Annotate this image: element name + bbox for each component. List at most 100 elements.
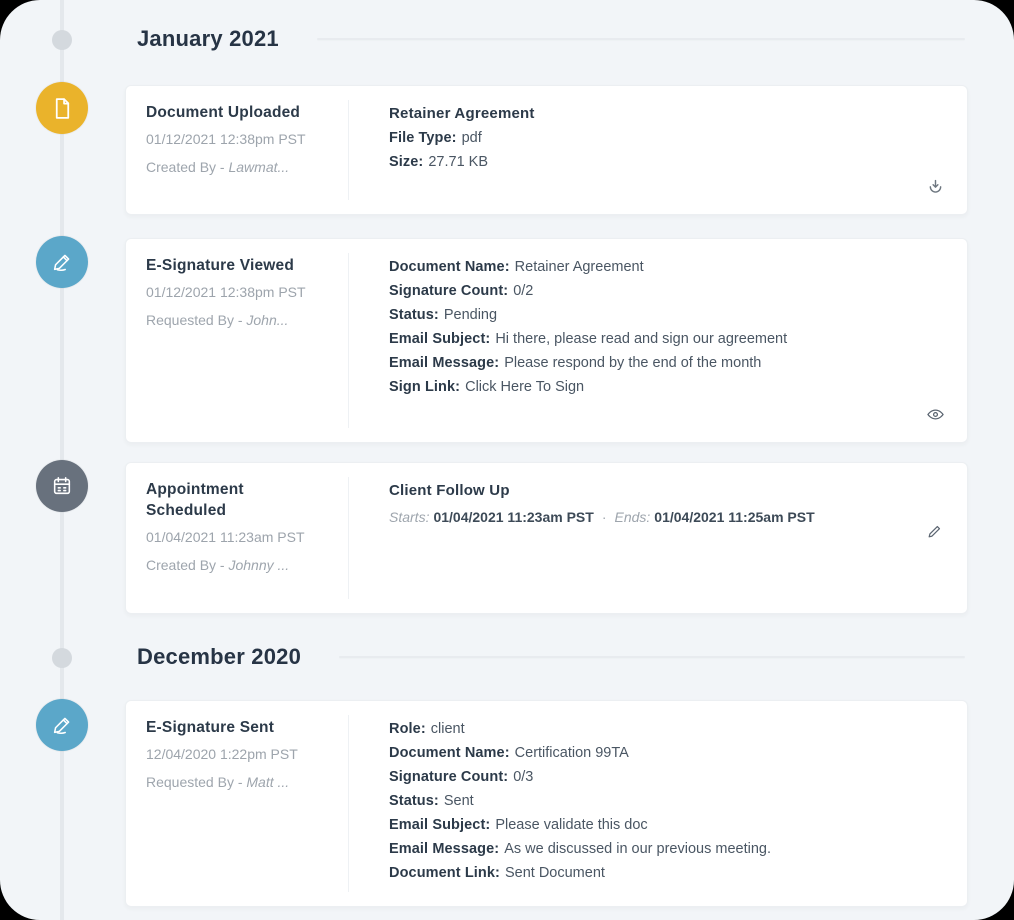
starts-value: 01/04/2021 11:23am PST — [433, 509, 594, 525]
detail-row: Role: client — [389, 717, 943, 741]
detail-value: 0/2 — [513, 283, 534, 299]
month-header-january: January 2021 — [137, 26, 965, 52]
starts-label: Starts: — [389, 509, 430, 525]
detail-row: Signature Count: 0/3 — [389, 765, 943, 789]
detail-row: Sign Link: Click Here To Sign — [389, 375, 943, 399]
detail-value: Certification 99TA — [514, 745, 629, 761]
detail-row: File Type: pdf — [389, 126, 943, 150]
detail-value: 0/3 — [513, 769, 534, 785]
detail-value: Retainer Agreement — [514, 259, 644, 275]
document-link[interactable]: Sent Document — [504, 865, 605, 881]
detail-row: Email Subject: Please validate this doc — [389, 813, 943, 837]
calendar-icon — [36, 460, 88, 512]
detail-value: pdf — [461, 130, 482, 146]
signature-icon — [36, 699, 88, 751]
detail-row: Email Subject: Hi there, please read and … — [389, 327, 943, 351]
appointment-title: Client Follow Up — [389, 482, 510, 499]
detail-label: Status: — [389, 307, 439, 323]
detail-label: Email Message: — [389, 841, 500, 857]
timeline-month-dot — [52, 30, 72, 50]
event-timestamp: 01/04/2021 11:23am PST — [146, 529, 305, 545]
event-card-esignature-viewed: E-Signature Viewed 01/12/2021 12:38pm PS… — [125, 238, 968, 443]
event-byline: Created By - Johnny ... — [146, 557, 328, 573]
event-byline: Requested By - Matt ... — [146, 774, 328, 790]
detail-row: Email Message: Please respond by the end … — [389, 351, 943, 375]
event-timestamp: 12/04/2020 1:22pm PST — [146, 746, 298, 762]
detail-row: Email Message: As we discussed in our pre… — [389, 837, 943, 861]
event-summary: Document Uploaded 01/12/2021 12:38pm PST… — [126, 86, 348, 214]
document-icon — [36, 82, 88, 134]
event-details: Retainer Agreement File Type: pdf Size: 27… — [349, 86, 967, 214]
event-summary: E-Signature Sent 12/04/2020 1:22pm PST R… — [126, 701, 348, 906]
byline-name: Lawmat... — [228, 159, 290, 175]
detail-label: Document Link: — [389, 865, 500, 881]
detail-row: Document Name: Certification 99TA — [389, 741, 943, 765]
month-divider-line — [316, 38, 965, 40]
detail-row: Signature Count: 0/2 — [389, 279, 943, 303]
month-title: January 2021 — [137, 26, 279, 51]
detail-row: Size: 27.71 KB — [389, 150, 943, 174]
event-summary: E-Signature Viewed 01/12/2021 12:38pm PS… — [126, 239, 348, 442]
event-byline: Created By - Lawmat... — [146, 159, 328, 175]
event-details: Client Follow Up Starts: 01/04/2021 11:23… — [349, 463, 967, 613]
detail-label: Size: — [389, 154, 424, 170]
card-column-divider — [348, 100, 349, 200]
event-summary: Appointment Scheduled 01/04/2021 11:23am… — [126, 463, 348, 613]
byline-name: Matt ... — [246, 774, 290, 790]
byline-label: Created By - — [146, 557, 225, 573]
sign-link[interactable]: Click Here To Sign — [465, 379, 585, 395]
card-column-divider — [348, 477, 349, 599]
byline-label: Requested By - — [146, 774, 243, 790]
ends-label: Ends: — [614, 509, 651, 525]
detail-label: File Type: — [389, 130, 457, 146]
byline-label: Created By - — [146, 159, 225, 175]
event-card-appointment-scheduled: Appointment Scheduled 01/04/2021 11:23am… — [125, 462, 968, 614]
detail-label: Sign Link: — [389, 379, 461, 395]
appointment-schedule: Starts: 01/04/2021 11:23am PST · Ends: 01/04… — [389, 506, 943, 528]
event-title: Document Uploaded — [146, 104, 301, 121]
download-button[interactable] — [922, 173, 949, 200]
preview-button[interactable] — [922, 401, 949, 428]
signature-icon — [36, 236, 88, 288]
event-card-esignature-sent: E-Signature Sent 12/04/2020 1:22pm PST R… — [125, 700, 968, 907]
month-header-december: December 2020 — [137, 644, 965, 670]
event-title: Appointment Scheduled — [146, 481, 244, 519]
detail-row: Document Name: Retainer Agreement — [389, 255, 943, 279]
timeline-month-dot — [52, 648, 72, 668]
status-value: Sent — [443, 793, 474, 809]
ends-value: 01/04/2021 11:25am PST — [654, 509, 815, 525]
card-column-divider — [348, 253, 349, 428]
detail-row: Document Link: Sent Document — [389, 861, 943, 885]
month-divider-line — [339, 656, 965, 658]
event-details: Document Name: Retainer Agreement Signatu… — [349, 239, 967, 442]
event-timestamp: 01/12/2021 12:38pm PST — [146, 284, 306, 300]
schedule-separator: · — [601, 509, 607, 525]
detail-value: Hi there, please read and sign our agree… — [495, 331, 788, 347]
detail-label: Role: — [389, 721, 426, 737]
event-details: Role: client Document Name: Certification … — [349, 701, 967, 906]
month-title: December 2020 — [137, 644, 302, 669]
byline-label: Requested By - — [146, 312, 243, 328]
document-title: Retainer Agreement — [389, 105, 535, 122]
event-title: E-Signature Viewed — [146, 257, 295, 274]
event-byline: Requested By - John... — [146, 312, 328, 328]
detail-label: Document Name: — [389, 259, 510, 275]
event-card-document-uploaded: Document Uploaded 01/12/2021 12:38pm PST… — [125, 85, 968, 215]
byline-name: Johnny ... — [228, 557, 290, 573]
detail-row: Status: Sent — [389, 789, 943, 813]
detail-value: As we discussed in our previous meeting. — [504, 841, 771, 857]
event-timestamp: 01/12/2021 12:38pm PST — [146, 131, 306, 147]
edit-appointment-button[interactable] — [922, 519, 947, 544]
detail-label: Signature Count: — [389, 769, 509, 785]
detail-label: Email Message: — [389, 355, 500, 371]
detail-value: Please validate this doc — [495, 817, 648, 833]
byline-name: John... — [246, 312, 289, 328]
detail-value: client — [430, 721, 465, 737]
detail-label: Signature Count: — [389, 283, 509, 299]
detail-label: Email Subject: — [389, 817, 491, 833]
detail-value: Please respond by the end of the month — [504, 355, 762, 371]
detail-row: Status: Pending — [389, 303, 943, 327]
event-title: E-Signature Sent — [146, 719, 275, 736]
